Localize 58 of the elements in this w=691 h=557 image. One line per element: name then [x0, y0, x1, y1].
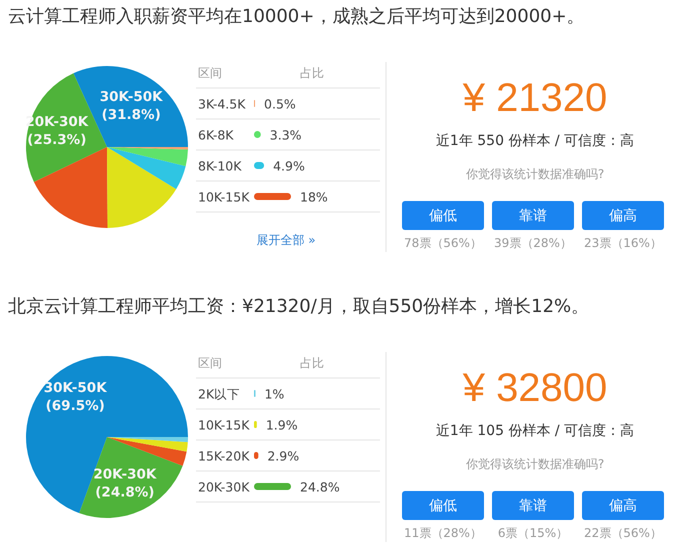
pie-slice — [26, 356, 188, 514]
data-label: 4.9% — [273, 158, 305, 174]
y-tick-label: 20K-30K — [198, 480, 250, 494]
data-label: (25.3%) — [27, 132, 86, 148]
y-tick-label: 10K-15K — [198, 418, 250, 432]
text: 11票（28%） — [404, 526, 482, 540]
y-tick-label: 6K-8K — [198, 128, 234, 142]
data-label: 18% — [300, 190, 328, 204]
category-label: 靠谱 — [519, 208, 547, 224]
pie-slice — [107, 147, 186, 190]
text: ¥ 32800 — [462, 366, 608, 410]
text: 北京云计算工程师平均工资：¥21320/月，取自550份样本，增长12%。 — [8, 296, 590, 317]
y-tick-label: 10K-15K — [198, 190, 250, 204]
y-axis-title: 区间 — [198, 66, 222, 80]
category-label: 偏低 — [429, 498, 457, 514]
data-label: 1.9% — [266, 418, 298, 432]
text: 云计算工程师入职薪资平均在10000+，成熟之后平均可达到20000+。 — [8, 6, 585, 27]
data-label: 2.9% — [267, 448, 300, 464]
text: 23票（16%） — [584, 236, 662, 250]
pie-slice — [107, 437, 188, 452]
text: 39票（28%） — [494, 236, 572, 250]
bar — [254, 421, 257, 428]
data-label: (24.8%) — [95, 484, 154, 501]
text: 展开全部 » — [256, 233, 316, 247]
slice-label: 30K-50K — [44, 380, 108, 396]
data-label: 0.5% — [264, 96, 296, 112]
text: 近1年 105 份样本 / 可信度：高 — [436, 423, 634, 439]
text: 你觉得该统计数据准确吗? — [464, 457, 604, 471]
text: 你觉得该统计数据准确吗? — [464, 167, 604, 181]
data-label: 24.8% — [300, 480, 340, 494]
pie-slice — [107, 437, 187, 466]
y-tick-label: 2K以下 — [198, 386, 240, 402]
x-axis-title: 占比 — [300, 66, 324, 80]
x-axis-title: 占比 — [300, 356, 324, 370]
y-tick-label: 15K-20K — [198, 448, 250, 464]
y-axis-title: 区间 — [198, 356, 222, 370]
data-label: (31.8%) — [102, 106, 161, 123]
pie-slice — [107, 147, 188, 166]
text: 78票（56%） — [404, 236, 482, 250]
data-label: 3.3% — [270, 128, 302, 142]
y-tick-label: 8K-10K — [198, 158, 242, 174]
text: 22票（56%） — [584, 526, 662, 540]
bar — [254, 483, 291, 490]
data-label: (69.5%) — [46, 398, 105, 414]
data-label: 1% — [264, 386, 284, 402]
text: 6票（15%） — [498, 526, 568, 540]
bar — [254, 193, 291, 200]
text: ¥ 21320 — [462, 76, 608, 120]
category-label: 偏低 — [429, 208, 457, 224]
slice-label: 30K-50K — [100, 88, 164, 105]
y-tick-label: 3K-4.5K — [198, 96, 246, 112]
category-label: 偏高 — [609, 498, 637, 514]
category-label: 偏高 — [609, 208, 637, 224]
pie-slice — [107, 147, 176, 228]
text: 近1年 550 份样本 / 可信度：高 — [436, 133, 634, 149]
slice-label: 20K-30K — [93, 466, 157, 483]
pie-slice — [34, 147, 108, 228]
category-label: 靠谱 — [519, 498, 547, 514]
